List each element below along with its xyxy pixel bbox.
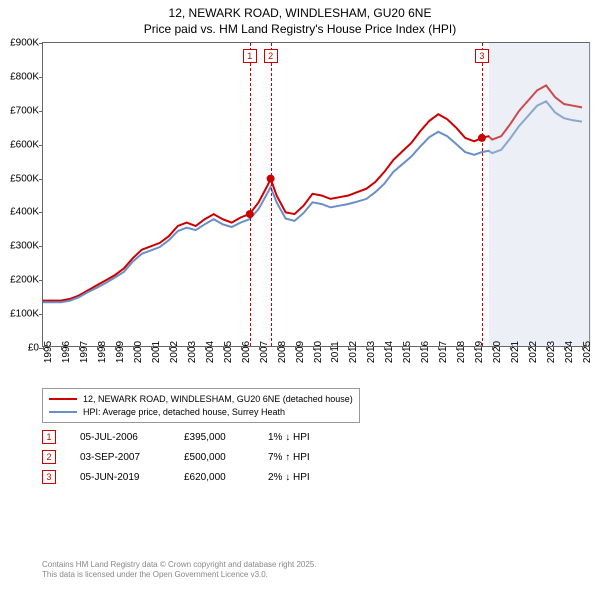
y-tick-mark [39,280,43,281]
legend-row: HPI: Average price, detached house, Surr… [49,406,353,419]
x-tick-label: 2024 [564,341,575,363]
sale-delta: 7% ↑ HPI [268,452,338,463]
sale-table-row: 3 05-JUN-2019 £620,000 2% ↓ HPI [42,470,338,484]
sale-date: 03-SEP-2007 [80,452,160,463]
sale-table: 1 05-JUL-2006 £395,000 1% ↓ HPI 2 03-SEP-2007… [42,430,338,490]
sale-marker-badge: 2 [42,450,56,464]
forecast-shade [489,43,591,346]
y-tick-mark [39,246,43,247]
x-tick-label: 2000 [133,341,144,363]
x-tick-label: 2020 [492,341,503,363]
legend-swatch [49,398,77,400]
y-tick-mark [39,145,43,146]
sale-table-row: 1 05-JUL-2006 £395,000 1% ↓ HPI [42,430,338,444]
sale-vline [250,43,251,346]
x-tick-label: 2017 [438,341,449,363]
x-tick-label: 1998 [97,341,108,363]
y-tick-label: £100K [10,309,39,320]
x-tick-label: 2013 [366,341,377,363]
x-tick-label: 2023 [546,341,557,363]
sale-delta: 1% ↓ HPI [268,432,338,443]
y-tick-label: £800K [10,71,39,82]
footer-attribution: Contains HM Land Registry data © Crown c… [42,560,317,581]
y-tick-mark [39,77,43,78]
y-tick-mark [39,179,43,180]
y-tick-mark [39,43,43,44]
sale-date: 05-JUN-2019 [80,472,160,483]
sale-marker-on-chart: 2 [264,49,278,63]
x-tick-label: 2018 [456,341,467,363]
y-tick-label: £200K [10,275,39,286]
chart-container: 12, NEWARK ROAD, WINDLESHAM, GU20 6NE Pr… [0,0,600,590]
sale-price: £395,000 [184,432,244,443]
x-tick-label: 2007 [259,341,270,363]
x-tick-label: 2016 [420,341,431,363]
y-tick-mark [39,212,43,213]
x-tick-label: 2025 [582,341,593,363]
y-tick-label: £300K [10,241,39,252]
x-tick-label: 2004 [205,341,216,363]
x-tick-label: 2022 [528,341,539,363]
x-tick-label: 2010 [313,341,324,363]
sale-marker-badge: 1 [42,430,56,444]
x-tick-label: 2011 [330,341,341,363]
sale-vline [271,43,272,346]
legend-swatch [49,411,77,413]
x-tick-label: 2005 [223,341,234,363]
x-tick-label: 2008 [277,341,288,363]
title-line-2: Price paid vs. HM Land Registry's House … [144,22,456,36]
x-tick-label: 1995 [43,341,54,363]
x-tick-label: 2019 [474,341,485,363]
y-tick-label: £500K [10,173,39,184]
sale-vline [482,43,483,346]
y-tick-label: £0 [28,343,39,354]
sale-price: £500,000 [184,452,244,463]
x-tick-label: 2012 [348,341,359,363]
x-tick-label: 2002 [169,341,180,363]
x-tick-label: 1996 [61,341,72,363]
x-tick-label: 2003 [187,341,198,363]
chart-title: 12, NEWARK ROAD, WINDLESHAM, GU20 6NE Pr… [0,0,600,37]
sale-marker-badge: 3 [42,470,56,484]
x-tick-label: 2015 [402,341,413,363]
sale-marker-on-chart: 1 [243,49,257,63]
title-line-1: 12, NEWARK ROAD, WINDLESHAM, GU20 6NE [169,6,432,20]
sale-date: 05-JUL-2006 [80,432,160,443]
legend-label: 12, NEWARK ROAD, WINDLESHAM, GU20 6NE (d… [83,393,353,406]
footer-line-1: Contains HM Land Registry data © Crown c… [42,560,317,569]
x-tick-label: 2014 [384,341,395,363]
y-tick-label: £700K [10,105,39,116]
x-tick-label: 2009 [295,341,306,363]
y-tick-label: £400K [10,207,39,218]
y-tick-mark [39,314,43,315]
sale-marker-on-chart: 3 [475,49,489,63]
x-tick-label: 2001 [151,341,162,363]
footer-line-2: This data is licensed under the Open Gov… [42,570,268,579]
x-tick-label: 2021 [510,341,521,363]
y-tick-mark [39,111,43,112]
legend-box: 12, NEWARK ROAD, WINDLESHAM, GU20 6NE (d… [42,388,360,423]
legend-row: 12, NEWARK ROAD, WINDLESHAM, GU20 6NE (d… [49,393,353,406]
x-tick-label: 1999 [115,341,126,363]
x-tick-label: 1997 [79,341,90,363]
sale-table-row: 2 03-SEP-2007 £500,000 7% ↑ HPI [42,450,338,464]
sale-price: £620,000 [184,472,244,483]
plot-area: £0£100K£200K£300K£400K£500K£600K£700K£80… [42,42,590,347]
y-tick-label: £900K [10,38,39,49]
y-tick-label: £600K [10,139,39,150]
legend-label: HPI: Average price, detached house, Surr… [83,406,285,419]
sale-delta: 2% ↓ HPI [268,472,338,483]
